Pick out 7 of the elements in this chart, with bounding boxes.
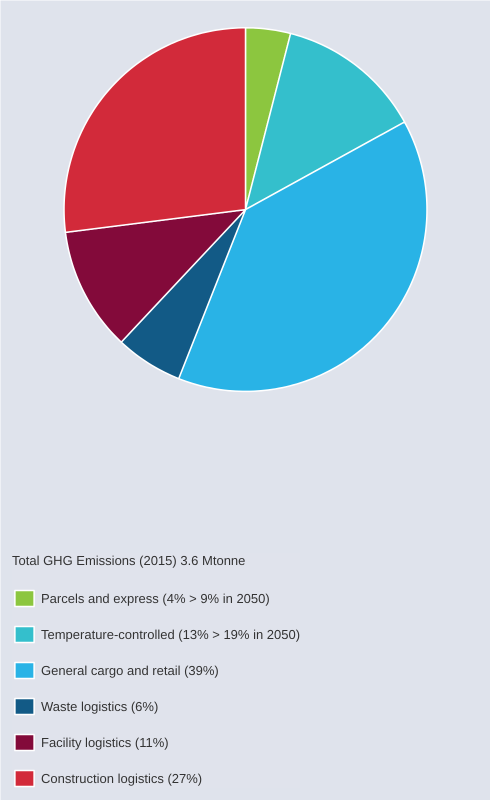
legend-label: Construction logistics (27%) — [41, 770, 202, 786]
legend-label: Parcels and express (4% > 9% in 2050) — [41, 590, 270, 606]
legend-title: Total GHG Emissions (2015) 3.6 Mtonne — [12, 553, 246, 568]
legend-label: Waste logistics (6%) — [41, 698, 158, 714]
legend-label: Temperature-controlled (13% > 19% in 2050) — [41, 626, 300, 642]
legend-label: General cargo and retail (39%) — [41, 662, 219, 678]
legend-label: Facility logistics (11%) — [41, 734, 169, 750]
